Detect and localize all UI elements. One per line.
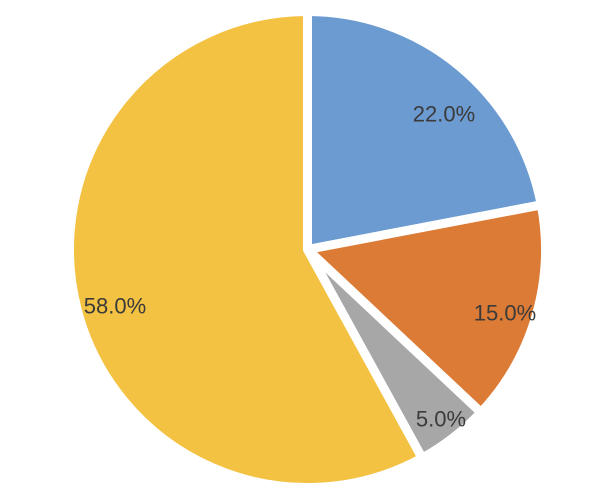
pie-slice-labels: 22.0% 15.0% 5.0% 58.0% [84,102,536,432]
slice-label: 22.0% [413,102,475,127]
pie-slice-220 [303,6,547,255]
slice-label: 15.0% [474,301,536,326]
pie-slice-580 [65,6,429,491]
pie-slices [65,6,550,491]
slice-label: 58.0% [84,294,146,319]
pie-slice-150 [297,199,550,419]
slice-label: 5.0% [416,407,466,432]
